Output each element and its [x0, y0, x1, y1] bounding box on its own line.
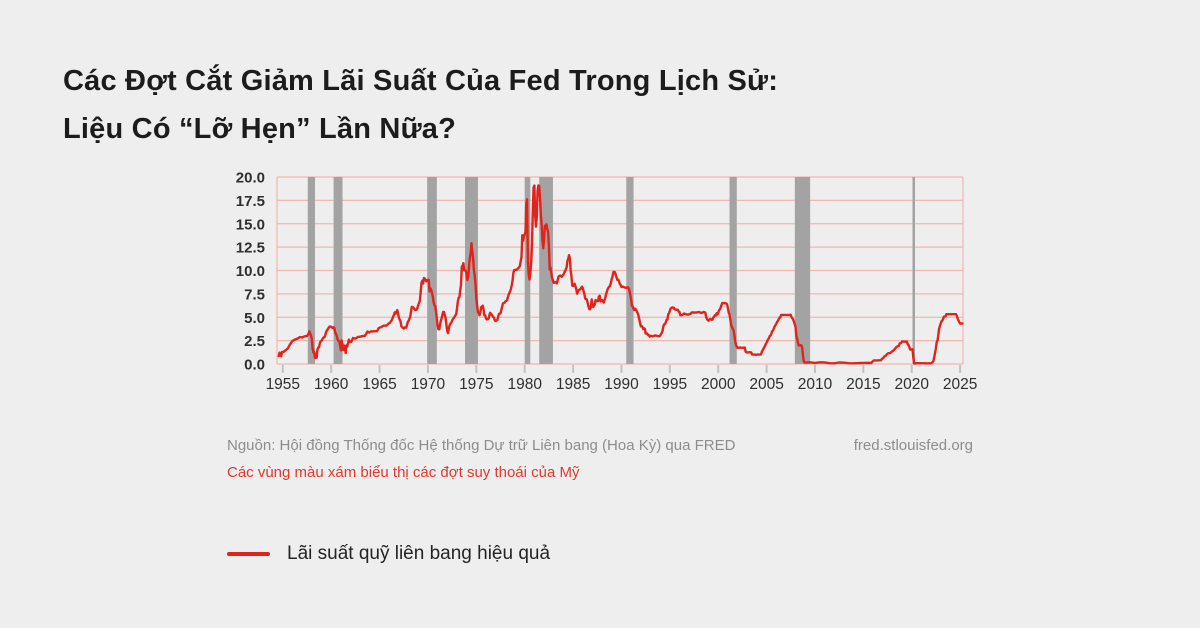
recession-band	[307, 177, 316, 364]
x-axis-label: 1960	[314, 376, 349, 393]
source-site-link[interactable]: fred.stlouisfed.org	[853, 437, 973, 454]
y-axis-label: 0.0	[244, 357, 265, 374]
y-axis-label: 10.0	[236, 263, 265, 280]
recession-band	[912, 177, 915, 364]
recession-band	[729, 177, 737, 364]
y-axis-label: 12.5	[236, 240, 265, 257]
x-axis-label: 2000	[701, 376, 736, 393]
recession-band	[333, 177, 343, 364]
x-axis-label: 1985	[556, 376, 590, 393]
x-axis-label: 1965	[362, 376, 396, 393]
y-axis-label: 2.5	[244, 333, 265, 350]
source-text: Nguồn: Hội đồng Thống đốc Hệ thống Dự tr…	[227, 437, 736, 454]
y-axis-label: 7.5	[244, 286, 265, 303]
source-row: Nguồn: Hội đồng Thống đốc Hệ thống Dự tr…	[227, 437, 973, 454]
x-axis-label: 1975	[459, 376, 493, 393]
y-axis-label: 17.5	[236, 193, 265, 210]
x-axis-label: 2015	[846, 376, 880, 393]
recession-band	[427, 177, 437, 364]
x-axis-label: 1990	[604, 376, 639, 393]
x-axis-label: 2025	[943, 376, 977, 393]
title-line-1: Các Đợt Cắt Giảm Lãi Suất Của Fed Trong …	[63, 65, 779, 97]
title-line-2: Liệu Có “Lỡ Hẹn” Lần Nữa?	[63, 113, 457, 145]
x-axis-label: 2010	[798, 376, 833, 393]
legend: Lãi suất quỹ liên bang hiệu quả	[227, 540, 550, 567]
rate-line-Lãi suất quỹ liên bang hiệu quả	[277, 184, 964, 365]
legend-label: Lãi suất quỹ liên bang hiệu quả	[287, 542, 551, 564]
x-axis-label: 2020	[894, 376, 929, 393]
x-axis-label: 1980	[507, 376, 542, 393]
recession-band	[464, 177, 478, 364]
x-axis-label: 1995	[653, 376, 687, 393]
page-title: Các Đợt Cắt Giảm Lãi Suất Của Fed Trong …	[63, 57, 778, 153]
y-axis-label: 5.0	[244, 310, 265, 327]
y-axis-label: 15.0	[236, 216, 265, 233]
x-axis-label: 1955	[266, 376, 300, 393]
x-axis-label: 2005	[749, 376, 783, 393]
x-axis-label: 1970	[411, 376, 446, 393]
recession-band	[626, 177, 634, 364]
recession-note: Các vùng màu xám biểu thị các đợt suy th…	[227, 464, 580, 481]
legend-line-swatch	[227, 551, 270, 556]
y-axis-label: 20.0	[236, 170, 265, 187]
recession-band	[794, 177, 811, 364]
